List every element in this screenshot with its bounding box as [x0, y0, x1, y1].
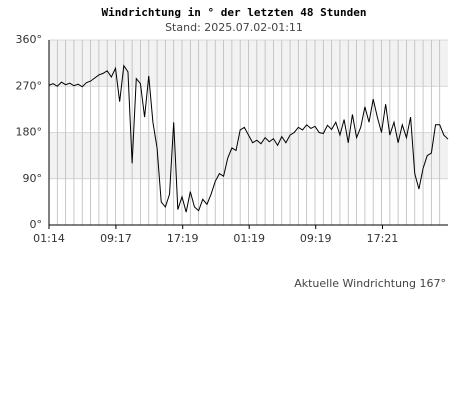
y-tick-label: 90° [23, 172, 43, 185]
chart-subtitle: Stand: 2025.07.02-01:11 [165, 21, 303, 34]
y-tick-label: 360° [16, 33, 43, 46]
chart-title: Windrichtung in ° der letzten 48 Stunden [102, 6, 367, 19]
y-tick-label: 180° [16, 126, 43, 139]
x-tick-label: 01:19 [233, 232, 265, 245]
x-tick-label: 09:19 [300, 232, 332, 245]
x-tick-label: 17:21 [367, 232, 399, 245]
y-tick-label: 270° [16, 79, 43, 92]
line-series [48, 64, 449, 213]
x-tick-label: 09:17 [100, 232, 132, 245]
y-tick-label: 0° [30, 218, 43, 231]
x-tick-label: 01:14 [33, 232, 65, 245]
annotation: Aktuelle Windrichtung 167° [294, 277, 446, 290]
x-tick-label: 17:19 [167, 232, 199, 245]
plot-area: 0° 90° 180° 270° 360° 01:14 09:17 17:19 01:19 09:… [16, 33, 449, 245]
